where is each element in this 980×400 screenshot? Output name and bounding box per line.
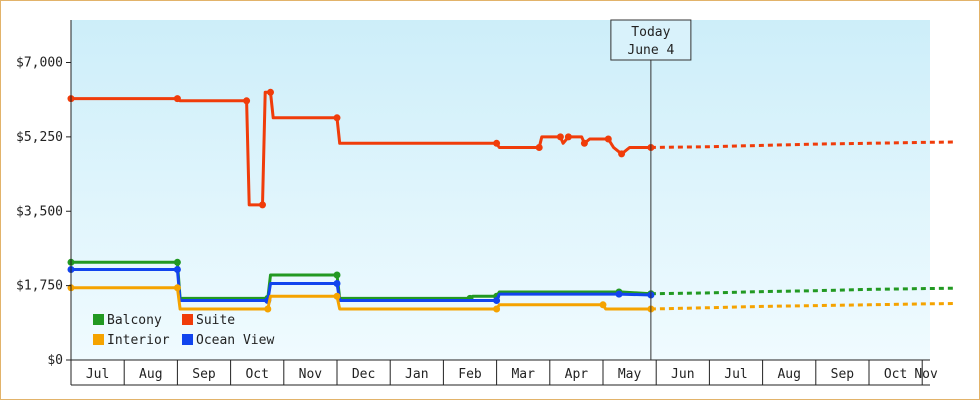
data-point-suite	[243, 97, 251, 105]
data-point-balcony	[173, 258, 181, 266]
data-point-suite	[259, 201, 266, 209]
projection-line-suite	[650, 140, 955, 149]
data-point-suite	[493, 139, 501, 147]
today-date: June 4	[627, 43, 674, 58]
projection-line-interior	[650, 302, 955, 311]
data-point-suite	[535, 144, 543, 151]
data-point-interior	[493, 305, 501, 313]
x-tick-label: Oct	[245, 367, 268, 382]
y-tick-label: $0	[47, 353, 63, 368]
legend-label-ocean_view: Ocean View	[196, 333, 274, 348]
data-point-balcony	[333, 271, 341, 279]
data-point-ocean_view	[615, 290, 623, 298]
legend-swatch-ocean_view	[182, 334, 193, 345]
series-line-balcony	[71, 260, 651, 300]
data-point-suite	[333, 114, 341, 122]
x-tick-label: Oct	[884, 367, 907, 382]
x-tick-label: Mar	[511, 367, 535, 382]
y-tick-label: $5,250	[16, 130, 63, 145]
data-point-suite	[564, 133, 572, 141]
x-tick-label: Sep	[192, 367, 216, 382]
x-tick-label: Aug	[777, 367, 800, 382]
y-tick-label: $7,000	[16, 56, 63, 71]
legend: Balcony Suite Interior Ocean View	[93, 313, 274, 348]
series-layer	[67, 88, 955, 313]
x-tick-label: Jul	[86, 367, 109, 382]
data-point-suite	[556, 133, 564, 141]
x-tick-label: Feb	[458, 367, 482, 382]
legend-swatch-suite	[182, 314, 193, 325]
data-point-suite	[604, 135, 612, 143]
x-tick-label: Dec	[352, 367, 375, 382]
data-point-ocean_view	[333, 280, 341, 287]
data-point-suite	[267, 88, 274, 96]
legend-label-suite: Suite	[196, 313, 235, 328]
legend-swatch-balcony	[93, 314, 104, 325]
y-tick-label: $1,750	[16, 279, 63, 294]
today-label: Today	[631, 25, 670, 40]
today-marker: Today June 4	[610, 19, 692, 360]
data-point-suite	[618, 150, 626, 158]
legend-label-interior: Interior	[107, 333, 170, 348]
data-point-interior	[333, 292, 341, 300]
y-tick-label: $3,500	[16, 204, 63, 219]
today-label-box	[610, 19, 692, 61]
x-tick-label: Jan	[405, 367, 428, 382]
x-tick-label: Jul	[724, 367, 747, 382]
data-point-interior	[173, 284, 181, 292]
x-tick-label: Nov	[299, 367, 323, 382]
x-tick-label: Aug	[139, 367, 162, 382]
x-tick-label: Nov	[914, 367, 938, 382]
data-point-ocean_view	[173, 266, 181, 273]
x-tick-label: Sep	[831, 367, 855, 382]
data-point-suite	[173, 95, 181, 103]
axes-layer: $0 $1,750 $3,500 $5,250 $7,000 Jul Aug Sep Oct No…	[16, 20, 938, 386]
projection-line-balcony	[650, 286, 955, 296]
data-point-ocean_view	[493, 297, 501, 304]
data-point-suite	[580, 139, 588, 147]
legend-swatch-interior	[93, 334, 104, 345]
x-tick-label: Jun	[671, 367, 694, 382]
data-point-interior	[264, 305, 272, 313]
x-tick-label: Apr	[565, 367, 589, 382]
data-point-interior	[599, 301, 607, 309]
x-tick-label: May	[618, 367, 642, 382]
legend-label-balcony: Balcony	[107, 313, 162, 328]
